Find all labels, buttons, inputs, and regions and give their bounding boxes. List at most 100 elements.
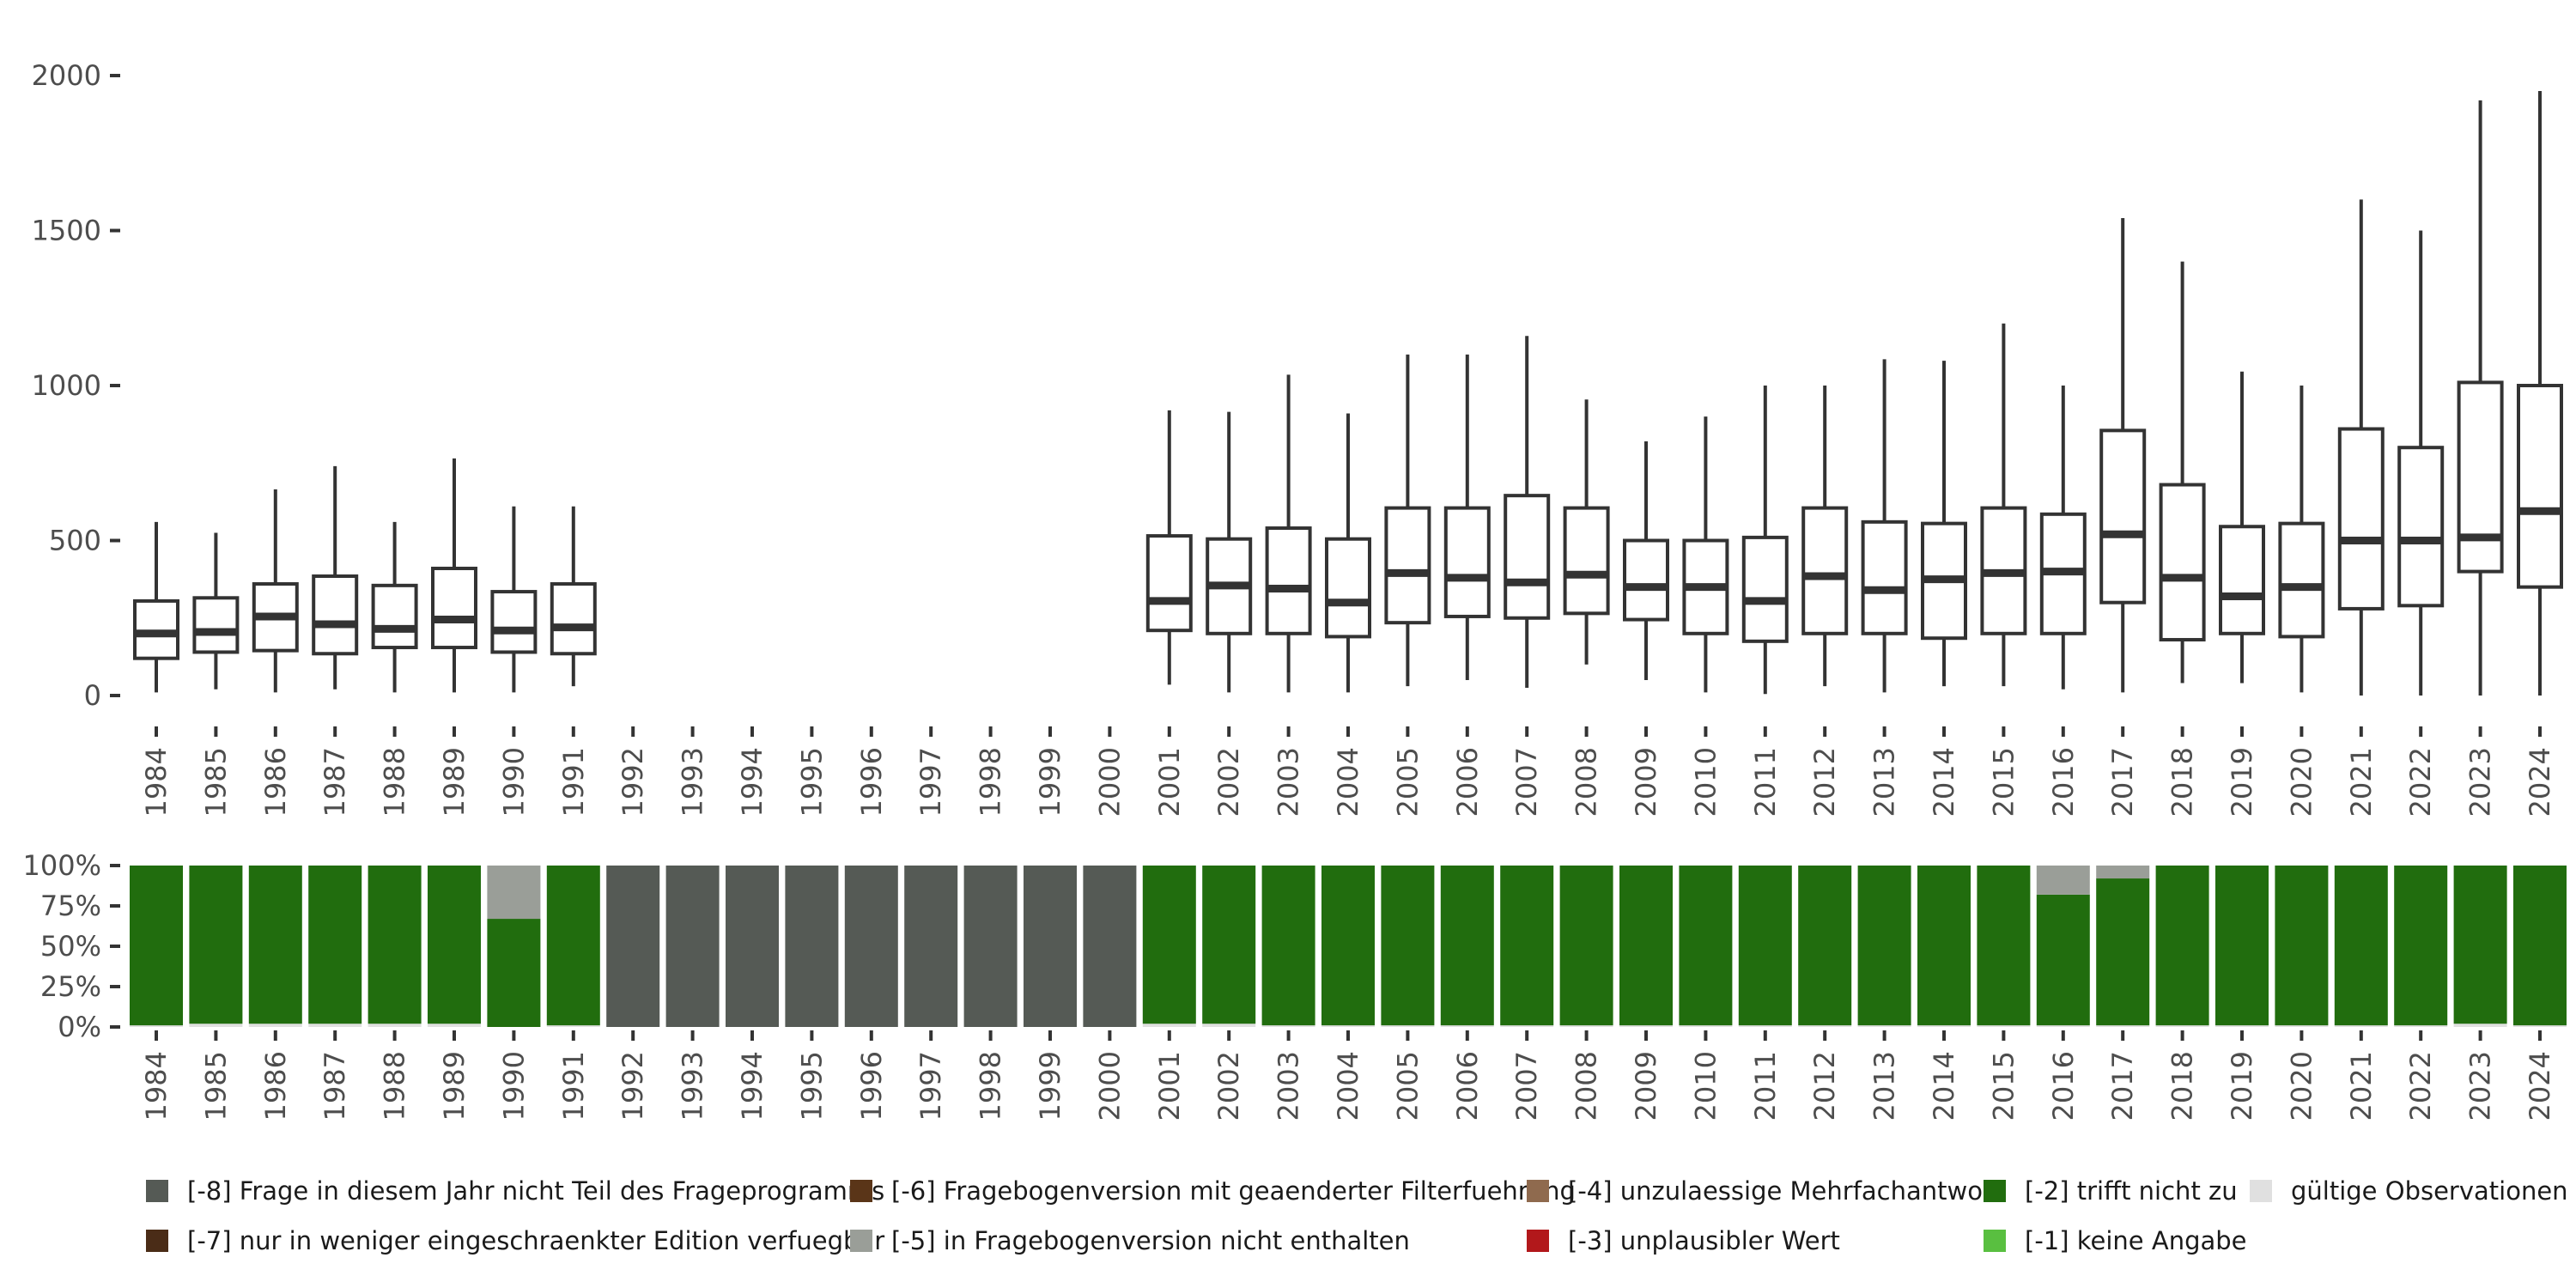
bar-segment — [904, 866, 958, 1027]
x-tick-label: 1994 — [736, 747, 769, 817]
bar-segment — [1679, 866, 1733, 1026]
x-tick-label: 2011 — [1749, 1051, 1782, 1121]
x-tick-label: 1990 — [497, 747, 530, 817]
x-tick-label: 2004 — [1332, 747, 1364, 817]
x-tick-label: 1999 — [1034, 1051, 1066, 1121]
bar-segment — [1321, 1025, 1375, 1027]
x-tick-label: 2020 — [2285, 1051, 2318, 1121]
legend-item: [-5] in Fragebogenversion nicht enthalte… — [850, 1222, 1410, 1260]
x-tick-label: 1995 — [795, 1051, 828, 1121]
bar-segment — [2513, 1025, 2567, 1027]
bar-segment — [1381, 866, 1435, 1026]
legend-label: [-4] unzulaessige Mehrfachantwort — [1568, 1176, 2003, 1206]
x-tick-label: 2020 — [2285, 747, 2318, 817]
bar-segment — [963, 866, 1018, 1027]
x-tick-label: 1989 — [438, 1051, 471, 1121]
legend-item: gültige Observationen — [2250, 1172, 2568, 1210]
legend-key — [2250, 1180, 2272, 1202]
bar-segment — [368, 1024, 422, 1027]
bar-segment — [1559, 1025, 1613, 1027]
bar-segment — [248, 1024, 302, 1027]
x-tick-label: 1996 — [855, 747, 888, 817]
legend-label: [-3] unplausibler Wert — [1568, 1226, 1840, 1255]
legend-key — [850, 1230, 872, 1252]
x-tick-label: 1997 — [914, 1051, 947, 1121]
y-tick-label: 500 — [49, 525, 101, 557]
legend-label: [-1] keine Angabe — [2025, 1226, 2247, 1255]
x-tick-label: 2007 — [1510, 747, 1543, 817]
x-tick-label: 2017 — [2106, 1051, 2139, 1121]
bar-segment — [1261, 1025, 1315, 1027]
x-tick-label: 1987 — [319, 747, 351, 817]
box — [1265, 526, 1312, 635]
x-tick-label: 2024 — [2524, 747, 2556, 817]
x-tick-label: 1991 — [557, 747, 590, 817]
x-tick-label: 2005 — [1391, 1051, 1424, 1121]
x-tick-label: 2015 — [1987, 1051, 2020, 1121]
y-tick-label: 0% — [58, 1011, 101, 1043]
box — [1861, 519, 1908, 635]
x-tick-label: 2022 — [2404, 1051, 2437, 1121]
bar-segment — [368, 866, 422, 1024]
x-tick-label: 1997 — [914, 747, 947, 817]
bar-segment — [2096, 1025, 2150, 1027]
bar-segment — [1917, 866, 1971, 1026]
bar-segment — [2036, 1025, 2090, 1027]
y-tick-label: 0 — [84, 679, 101, 712]
legend-item: [-4] unzulaessige Mehrfachantwort — [1527, 1172, 2002, 1210]
bar-segment — [1024, 866, 1077, 1027]
box — [2337, 427, 2385, 611]
bar-segment — [130, 1025, 183, 1027]
x-tick-label: 1985 — [199, 747, 232, 817]
x-tick-label: 1986 — [259, 747, 292, 817]
bar-segment — [1857, 1025, 1911, 1027]
box — [431, 566, 477, 650]
box — [192, 596, 240, 654]
x-tick-label: 1984 — [140, 747, 173, 817]
bar-segment — [1798, 866, 1852, 1026]
x-tick-label: 2001 — [1153, 1051, 1186, 1121]
bar-segment — [1142, 866, 1196, 1024]
x-tick-label: 1994 — [736, 1051, 769, 1121]
bar-segment — [606, 866, 660, 1027]
y-tick-label: 1500 — [32, 215, 101, 247]
x-tick-label: 2008 — [1571, 1051, 1603, 1121]
y-tick-label: 50% — [40, 930, 101, 963]
bar-segment — [546, 1025, 600, 1027]
bar-segment — [1500, 866, 1554, 1026]
legend-key — [1984, 1230, 2006, 1252]
x-tick-label: 2008 — [1571, 747, 1603, 817]
bar-segment — [1202, 1024, 1256, 1027]
x-tick-label: 2022 — [2404, 747, 2437, 817]
x-tick-label: 2016 — [2047, 747, 2080, 817]
x-tick-label: 1992 — [617, 1051, 649, 1121]
bar-segment — [1559, 866, 1613, 1026]
legend-label: [-7] nur in weniger eingeschraenkter Edi… — [187, 1226, 885, 1255]
x-tick-label: 2001 — [1153, 747, 1186, 817]
box — [1563, 506, 1610, 616]
legend-item: [-7] nur in weniger eingeschraenkter Edi… — [146, 1222, 884, 1260]
bar-segment — [130, 866, 183, 1026]
box — [133, 598, 179, 660]
x-tick-label: 1986 — [259, 1051, 292, 1121]
box — [2397, 446, 2445, 608]
bar-segment — [2394, 866, 2448, 1026]
x-tick-label: 2010 — [1689, 747, 1722, 817]
bar-segment — [487, 866, 541, 920]
x-tick-label: 1999 — [1034, 747, 1066, 817]
x-tick-label: 2002 — [1212, 747, 1245, 817]
x-tick-label: 2000 — [1093, 1051, 1126, 1121]
bar-segment — [487, 919, 541, 1027]
bar-segment — [1321, 866, 1375, 1026]
x-tick-label: 2006 — [1451, 1051, 1484, 1121]
x-tick-label: 2002 — [1212, 1051, 1245, 1121]
box — [2517, 384, 2563, 589]
bar-segment — [2334, 1025, 2388, 1027]
bar-segment — [308, 1024, 362, 1027]
y-tick-label: 1000 — [32, 369, 101, 402]
bar-segment — [1917, 1025, 1971, 1027]
bar-segment — [189, 866, 243, 1024]
bar-segment — [1798, 1025, 1852, 1027]
bar-segment — [1500, 1025, 1554, 1027]
